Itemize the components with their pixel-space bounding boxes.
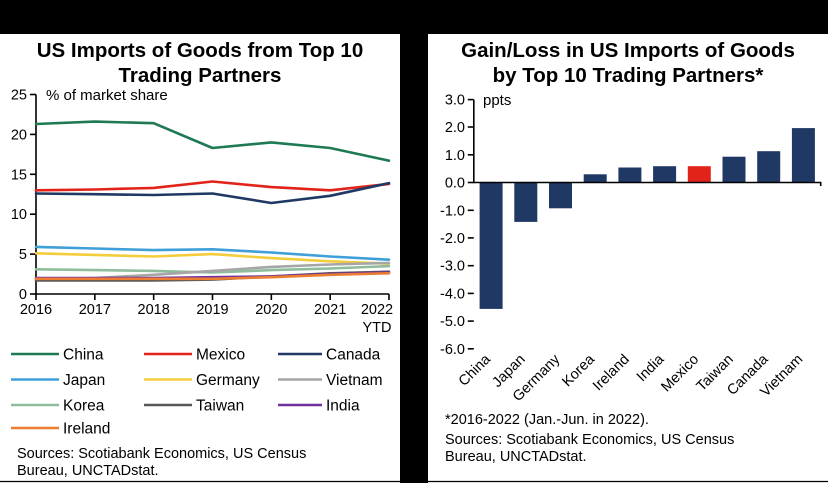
svg-text:Bureau, UNCTADstat.: Bureau, UNCTADstat. — [17, 463, 159, 479]
svg-text:% of market share: % of market share — [46, 87, 168, 104]
svg-text:2016: 2016 — [20, 302, 52, 318]
svg-text:Taiwan: Taiwan — [196, 398, 244, 415]
svg-text:Sources: Scotiabank Economics,: Sources: Scotiabank Economics, US Census — [445, 432, 734, 448]
svg-text:20: 20 — [11, 127, 27, 143]
svg-text:China: China — [63, 347, 104, 364]
svg-text:3.0: 3.0 — [445, 93, 465, 109]
svg-text:-1.0: -1.0 — [440, 203, 465, 219]
svg-text:Japan: Japan — [63, 372, 105, 389]
svg-text:Vietnam: Vietnam — [326, 372, 383, 389]
svg-text:2022: 2022 — [361, 302, 393, 318]
svg-text:2019: 2019 — [196, 302, 228, 318]
svg-text:-3.0: -3.0 — [440, 259, 465, 275]
svg-text:0: 0 — [19, 287, 27, 303]
svg-text:ppts: ppts — [483, 92, 511, 109]
svg-text:1.0: 1.0 — [445, 148, 465, 164]
svg-text:*2016-2022 (Jan.-Jun. in 2022): *2016-2022 (Jan.-Jun. in 2022). — [445, 412, 649, 428]
svg-text:2.0: 2.0 — [445, 120, 465, 136]
svg-text:-4.0: -4.0 — [440, 286, 465, 302]
svg-text:Canada: Canada — [326, 347, 381, 364]
svg-text:-2.0: -2.0 — [440, 231, 465, 247]
svg-text:Sources: Scotiabank Economics,: Sources: Scotiabank Economics, US Census — [17, 446, 306, 462]
svg-text:2020: 2020 — [255, 302, 287, 318]
svg-text:25: 25 — [11, 88, 27, 104]
svg-text:Mexico: Mexico — [658, 352, 702, 396]
svg-text:-5.0: -5.0 — [440, 314, 465, 330]
svg-text:0.0: 0.0 — [445, 176, 465, 192]
svg-text:Ireland: Ireland — [590, 352, 633, 395]
svg-text:Germany: Germany — [196, 372, 260, 389]
svg-text:YTD: YTD — [363, 320, 392, 336]
svg-text:Korea: Korea — [63, 398, 105, 415]
svg-text:2018: 2018 — [138, 302, 170, 318]
svg-text:15: 15 — [11, 167, 27, 183]
svg-text:-6.0: -6.0 — [440, 342, 465, 358]
svg-text:India: India — [326, 398, 360, 415]
svg-text:2021: 2021 — [314, 302, 346, 318]
svg-text:Bureau, UNCTADstat.: Bureau, UNCTADstat. — [445, 449, 587, 465]
svg-text:2017: 2017 — [79, 302, 111, 318]
svg-text:Mexico: Mexico — [196, 347, 245, 364]
svg-text:5: 5 — [19, 247, 27, 263]
svg-text:10: 10 — [11, 207, 27, 223]
svg-text:Ireland: Ireland — [63, 421, 110, 438]
